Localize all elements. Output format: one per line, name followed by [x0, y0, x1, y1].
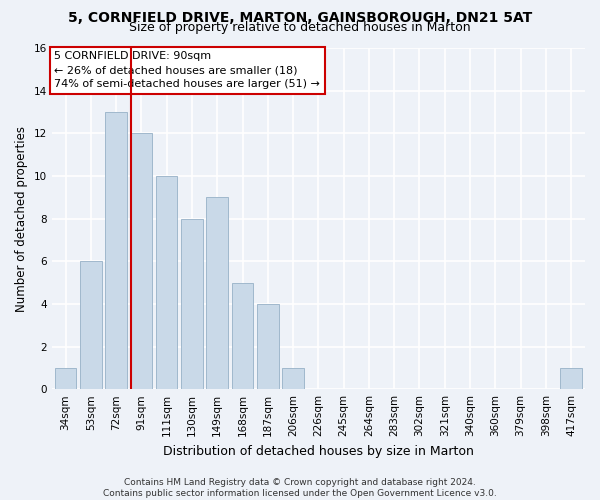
Bar [283, 368, 304, 389]
Bar [156, 176, 178, 389]
Y-axis label: Number of detached properties: Number of detached properties [15, 126, 28, 312]
Text: Size of property relative to detached houses in Marton: Size of property relative to detached ho… [129, 22, 471, 35]
Text: Contains HM Land Registry data © Crown copyright and database right 2024.
Contai: Contains HM Land Registry data © Crown c… [103, 478, 497, 498]
Bar [106, 112, 127, 389]
X-axis label: Distribution of detached houses by size in Marton: Distribution of detached houses by size … [163, 444, 474, 458]
Bar [206, 198, 228, 389]
Text: 5 CORNFIELD DRIVE: 90sqm
← 26% of detached houses are smaller (18)
74% of semi-d: 5 CORNFIELD DRIVE: 90sqm ← 26% of detach… [55, 52, 320, 90]
Text: 5, CORNFIELD DRIVE, MARTON, GAINSBOROUGH, DN21 5AT: 5, CORNFIELD DRIVE, MARTON, GAINSBOROUGH… [68, 11, 532, 25]
Bar [80, 261, 101, 389]
Bar [181, 218, 203, 389]
Bar [55, 368, 76, 389]
Bar [257, 304, 278, 389]
Bar [131, 134, 152, 389]
Bar [560, 368, 582, 389]
Bar [232, 282, 253, 389]
